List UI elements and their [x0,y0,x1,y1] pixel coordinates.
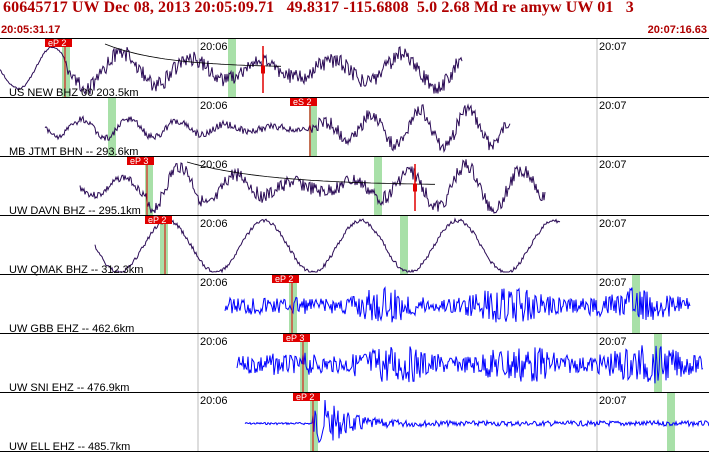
channel-label: US NEW BHZ 00 203.5km [9,87,139,99]
window-start-time: 20:05:31.17 [1,24,61,36]
tick-label: 20:06 [200,336,228,348]
waveform [224,286,691,323]
phase-pick-label: eP 2 [148,215,166,225]
tick-label: 20:06 [200,100,228,112]
tick-label: 20:06 [200,395,228,407]
trace-dividers [0,38,709,452]
tick-label: 20:07 [599,336,627,348]
channel-label: UW ELL EHZ -- 485.7km [9,441,130,453]
coda-curve [186,161,435,185]
waveform [0,46,463,95]
tick-label: 20:06 [200,159,228,171]
phase-pick-box[interactable] [272,274,299,283]
tick-label: 20:07 [599,159,627,171]
phase-pick-label: eP 2 [48,38,66,48]
phase-picks[interactable]: eP 2 eS 2 eP 3 eP 2 eP 2 eP 3 eP 2 [45,38,417,451]
seismogram-panel[interactable]: 20:06 20:07 20:06 20:07 20:06 20:07 20:06 20:07… [0,36,709,458]
tick-label: 20:06 [200,218,228,230]
window-bar [228,38,236,97]
window-bar [654,333,662,392]
waveform [79,159,546,214]
time-grid: 20:06 20:07 20:06 20:07 20:06 20:07 20:06 20:07… [197,38,627,451]
amp-pick-marker[interactable] [413,183,417,192]
window-bar [400,215,408,274]
window-bar [667,392,675,451]
window-bar [289,274,297,333]
phase-pick-box[interactable] [145,215,172,224]
channel-labels: US NEW BHZ 00 203.5km MB JTMT BHN -- 293.… [9,87,143,453]
phase-pick-box[interactable] [45,38,72,47]
window-bar [62,38,70,97]
trace-waveforms [0,43,709,444]
phase-pick-label: eP 3 [130,156,148,166]
tick-label: 20:07 [599,277,627,289]
channel-label: MB JTMT BHN -- 293.6km [9,146,138,158]
channel-label: UW DAVN BHZ -- 295.1km [9,205,141,217]
phase-pick-box[interactable] [127,156,154,165]
waveform [94,217,561,274]
tick-label: 20:07 [599,395,627,407]
waveform [236,345,704,384]
window-bar [145,156,153,215]
phase-pick-box[interactable] [293,392,320,401]
window-bar [108,97,116,156]
phase-pick-label: eS 2 [293,97,312,107]
tick-label: 20:07 [599,100,627,112]
coda-curve [104,43,282,67]
amp-pick-marker[interactable] [261,65,265,74]
phase-pick-label: eP 3 [286,333,304,343]
waveform [244,399,709,444]
phase-pick-box[interactable] [290,97,317,106]
event-title: 60645717 UW Dec 08, 2013 20:05:09.71 49.… [3,0,634,16]
waveform [44,103,511,154]
phase-pick-box[interactable] [283,333,310,342]
channel-label: UW SNI EHZ -- 476.9km [9,382,129,394]
window-bars [62,38,675,451]
channel-label: UW GBB EHZ -- 462.6km [9,323,134,335]
phase-pick-label: eP 2 [296,392,314,402]
tick-label: 20:06 [200,277,228,289]
window-end-time: 20:07:16.63 [647,24,707,36]
event-header: 60645717 UW Dec 08, 2013 20:05:09.71 49.… [0,0,709,36]
window-bar [160,215,168,274]
tick-label: 20:07 [599,218,627,230]
window-bar [374,156,382,215]
phase-pick-label: eP 2 [275,274,293,284]
channel-label: UW QMAK BHZ -- 312.3km [9,264,143,276]
tick-label: 20:06 [200,41,228,53]
tick-label: 20:07 [599,41,627,53]
